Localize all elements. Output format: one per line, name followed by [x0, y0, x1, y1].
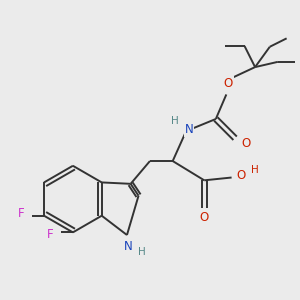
Text: F: F	[18, 208, 25, 220]
Text: H: H	[171, 116, 179, 126]
Text: N: N	[124, 240, 133, 253]
Text: O: O	[237, 169, 246, 182]
Text: F: F	[47, 228, 53, 241]
Text: N: N	[185, 123, 194, 136]
Text: O: O	[200, 211, 209, 224]
Text: H: H	[250, 165, 258, 175]
Text: O: O	[224, 77, 233, 90]
Text: O: O	[242, 137, 251, 150]
Text: H: H	[138, 247, 146, 257]
